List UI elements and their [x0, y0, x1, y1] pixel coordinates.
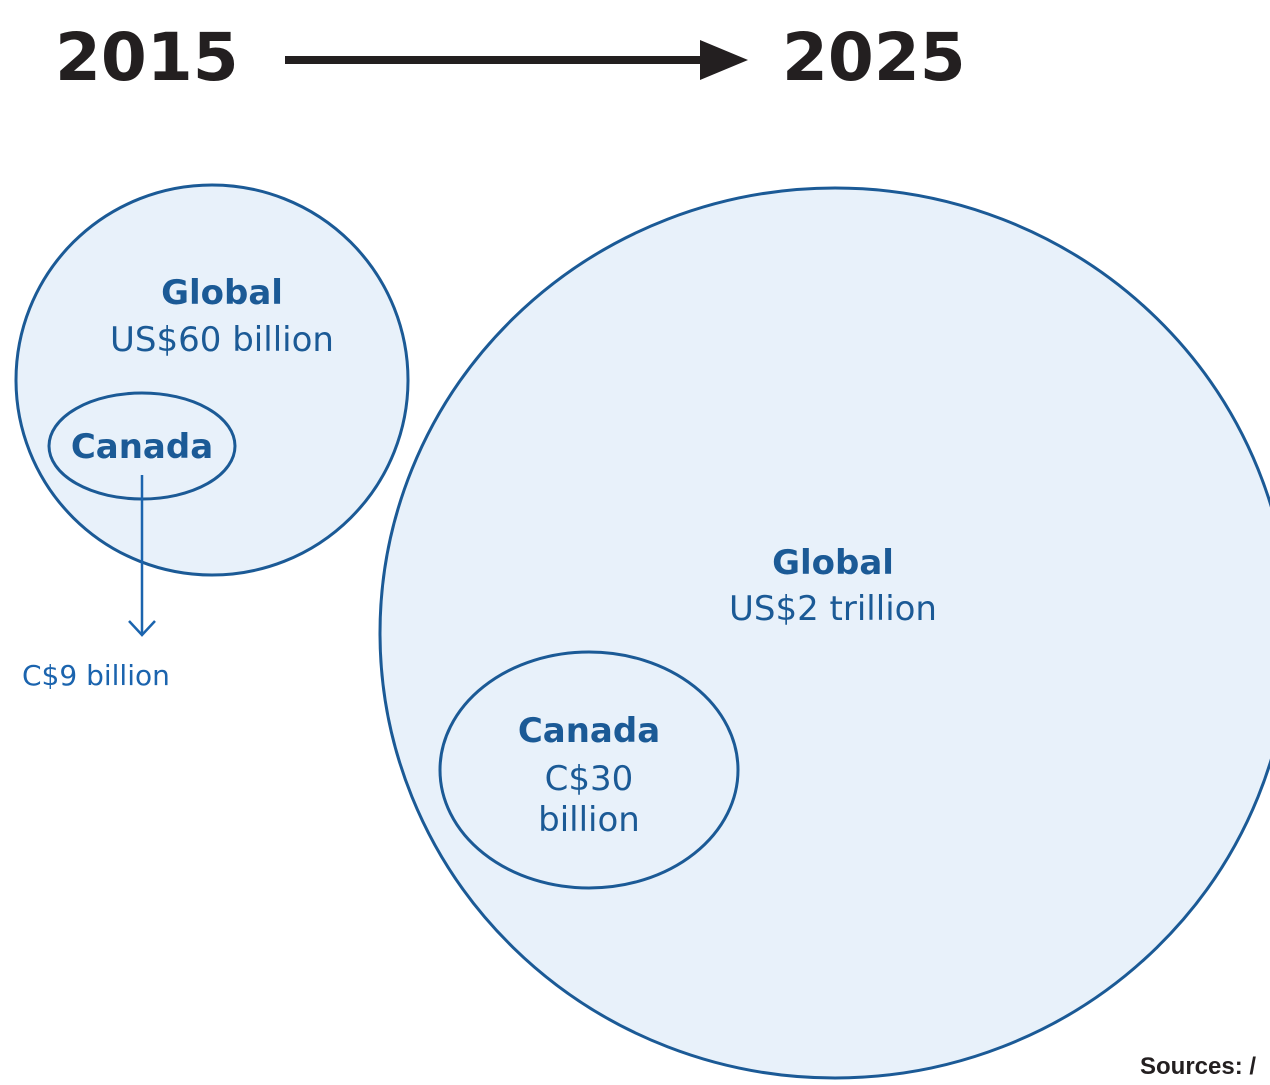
canada-2025-bubble [438, 650, 740, 890]
sources-footer: Sources: / [1140, 1053, 1256, 1080]
global-2015-bubble [14, 183, 410, 577]
end-year-label: 2025 [782, 19, 966, 96]
start-year-label: 2015 [55, 19, 239, 96]
timeline-arrow-head-icon [700, 40, 748, 80]
global-2025-bubble [378, 186, 1270, 1080]
global-2015-value: US$60 billion [110, 320, 334, 360]
canada-2025-value-line1: C$30 [545, 759, 634, 799]
canada-2025-title: Canada [518, 711, 660, 751]
canada-2025-value-line2: billion [538, 800, 640, 840]
chevron-down-icon [128, 620, 156, 637]
global-2025-value: US$2 trillion [729, 589, 937, 629]
global-2015-title: Global [161, 273, 283, 313]
canada-2015-title: Canada [71, 427, 213, 467]
canada-2015-value: C$9 billion [22, 659, 170, 692]
global-2025-title: Global [772, 543, 894, 583]
